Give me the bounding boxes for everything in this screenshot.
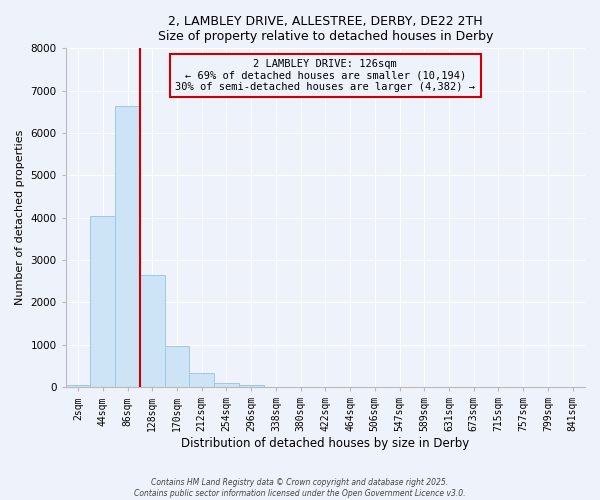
Bar [140,275,164,387]
Bar [115,106,140,387]
Bar [91,216,115,387]
Text: 2 LAMBLEY DRIVE: 126sqm
← 69% of detached houses are smaller (10,194)
30% of sem: 2 LAMBLEY DRIVE: 126sqm ← 69% of detache… [175,59,475,92]
Bar [239,384,263,387]
Bar [214,383,239,387]
Title: 2, LAMBLEY DRIVE, ALLESTREE, DERBY, DE22 2TH
Size of property relative to detach: 2, LAMBLEY DRIVE, ALLESTREE, DERBY, DE22… [158,15,493,43]
X-axis label: Distribution of detached houses by size in Derby: Distribution of detached houses by size … [181,437,469,450]
Y-axis label: Number of detached properties: Number of detached properties [15,130,25,306]
Bar [66,385,91,387]
Bar [164,346,190,387]
Bar [190,374,214,387]
Text: Contains HM Land Registry data © Crown copyright and database right 2025.
Contai: Contains HM Land Registry data © Crown c… [134,478,466,498]
